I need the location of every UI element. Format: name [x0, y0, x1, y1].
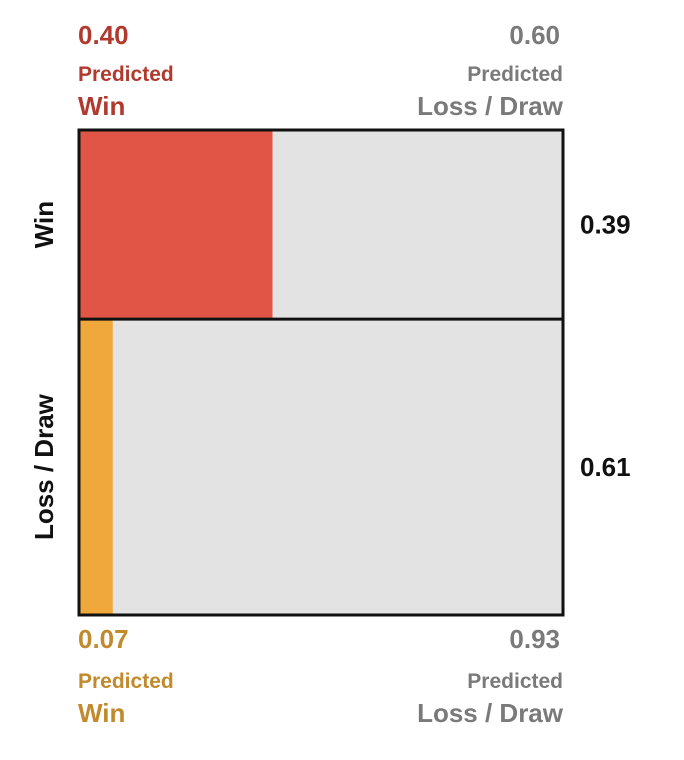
loss-row-predicted-loss-label-top: Predicted [467, 670, 563, 693]
loss-row-predicted-win-label-bottom: Win [78, 698, 125, 728]
win-row-predicted-win-label-bottom: Win [78, 91, 125, 121]
loss-row-predicted-loss-cell [112, 319, 563, 615]
row-label-loss-draw: Loss / Draw [29, 393, 59, 540]
chart-frame [77, 128, 565, 617]
row-share-win: 0.39 [580, 210, 631, 240]
loss-row-predicted-loss-value: 0.93 [509, 624, 560, 654]
row-label-win: Win [29, 201, 59, 248]
win-row-predicted-loss-label-bottom: Loss / Draw [417, 91, 564, 121]
win-row-predicted-loss-label-top: Predicted [467, 63, 563, 86]
loss-row-predicted-win-value: 0.07 [78, 624, 129, 654]
loss-row-predicted-win-cell [79, 319, 113, 615]
win-row-predicted-win-cell [79, 130, 273, 320]
loss-row-predicted-win-label-top: Predicted [78, 670, 174, 693]
row-share-loss-draw: 0.61 [580, 452, 631, 482]
loss-row-predicted-loss-label-bottom: Loss / Draw [417, 698, 564, 728]
win-row-predicted-win-value: 0.40 [78, 20, 129, 50]
win-row-predicted-loss-cell [272, 130, 563, 320]
win-row-predicted-win-label-top: Predicted [78, 63, 174, 86]
win-row-predicted-loss-value: 0.60 [509, 20, 560, 50]
chart-cells [79, 130, 563, 615]
